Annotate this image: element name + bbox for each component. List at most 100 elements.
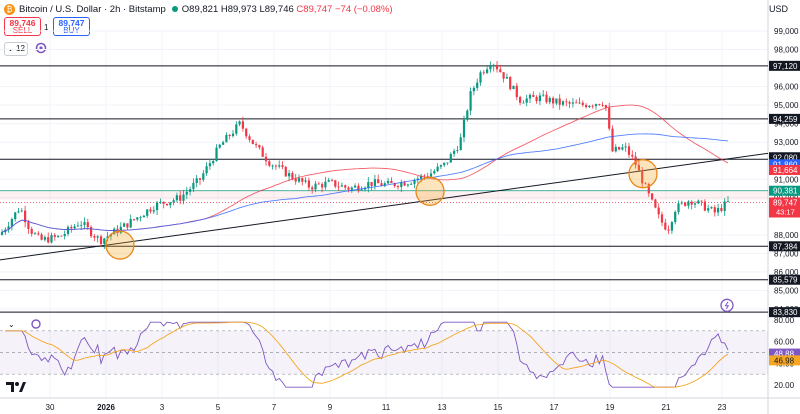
price-tick: 86,000: [774, 268, 799, 277]
candle: [304, 180, 307, 182]
candle: [674, 211, 677, 223]
candle: [717, 207, 720, 213]
candle: [561, 101, 565, 105]
candle: [707, 208, 710, 211]
candle: [591, 105, 594, 107]
currency-label[interactable]: USD: [768, 4, 788, 14]
candle: [380, 183, 383, 186]
candle: [179, 195, 182, 201]
candle: [393, 183, 396, 187]
candle: [311, 187, 314, 190]
candle: [360, 189, 363, 191]
candle: [568, 102, 571, 104]
rsi-value-bg: [769, 348, 800, 359]
candle: [119, 226, 122, 233]
open-value: O89,821: [181, 3, 219, 15]
price-label-bg: [769, 307, 800, 318]
candle: [677, 203, 680, 212]
candle: [618, 146, 621, 150]
candle: [522, 102, 525, 104]
candle: [660, 214, 664, 223]
ohlc-readout: O89,821 H89,973 L89,746 C89,747 −74 (−0.…: [182, 4, 393, 15]
candle: [624, 146, 627, 148]
candle: [132, 218, 136, 220]
buy-price: 89,747: [58, 18, 85, 28]
candle: [337, 186, 340, 188]
candle: [228, 134, 231, 137]
candle: [436, 166, 439, 172]
candle: [76, 225, 79, 227]
candle: [159, 201, 162, 203]
candle: [370, 182, 373, 186]
candle: [80, 224, 83, 226]
price-label-bg: [769, 274, 800, 285]
candle: [60, 235, 63, 237]
candle: [297, 178, 301, 182]
candle: [476, 82, 479, 88]
candle: [99, 236, 103, 244]
candle: [182, 194, 185, 201]
candle: [433, 171, 436, 174]
high-value: H89,973: [220, 3, 257, 15]
candle: [538, 95, 541, 102]
rsi-line: [5, 321, 729, 388]
x-axis-label: 3: [160, 403, 165, 412]
candle: [288, 173, 291, 177]
candle: [631, 154, 634, 157]
candle: [0, 232, 4, 235]
candle: [357, 185, 360, 191]
candle: [63, 233, 66, 237]
candle: [24, 210, 27, 223]
candle: [123, 223, 126, 227]
candle: [637, 164, 640, 171]
price-tick: 93,000: [774, 138, 799, 147]
price-label-bg: [769, 159, 800, 170]
price-label: 97,120: [773, 62, 798, 71]
candle: [519, 97, 522, 103]
candle: [347, 187, 350, 190]
candle: [726, 200, 730, 202]
candle: [30, 228, 33, 234]
indicators-toggle[interactable]: ⌄ 12: [4, 42, 28, 56]
candle: [192, 182, 195, 190]
candle: [142, 215, 145, 218]
trendline: [0, 152, 769, 261]
candle: [50, 235, 53, 243]
candle: [680, 202, 683, 204]
symbol-title[interactable]: Bitcoin / U.S. Dollar · 2h · Bitstamp: [19, 3, 166, 15]
candle: [456, 150, 459, 151]
candle: [479, 72, 482, 83]
candle: [324, 181, 327, 188]
price-label: 83,830: [773, 308, 798, 317]
x-axis-label: 19: [606, 403, 615, 412]
candle: [565, 101, 568, 103]
price-label: 87,384: [773, 242, 798, 251]
resistance-zone: [0, 190, 768, 200]
candle: [301, 178, 304, 182]
candle: [598, 104, 601, 105]
candle: [542, 94, 545, 96]
candle: [611, 128, 614, 152]
candle: [720, 207, 723, 211]
candle: [502, 72, 505, 79]
candle: [195, 178, 198, 183]
candle: [492, 64, 495, 67]
candle: [439, 165, 442, 167]
candle: [446, 162, 449, 164]
candle: [284, 166, 287, 177]
candle: [241, 121, 244, 129]
candle: [495, 64, 499, 70]
indicator-logo-icon[interactable]: [35, 42, 47, 54]
candle: [634, 156, 637, 165]
candle: [684, 202, 687, 206]
price-tick: 87,000: [774, 249, 799, 258]
x-axis-label: 2026: [97, 403, 115, 412]
candle: [472, 87, 475, 92]
price-tick: 95,000: [774, 101, 799, 110]
candle: [552, 97, 555, 104]
price-label: 94,259: [773, 115, 798, 124]
candle: [420, 175, 423, 179]
candle: [238, 121, 241, 125]
price-tick: 98,000: [774, 46, 799, 55]
